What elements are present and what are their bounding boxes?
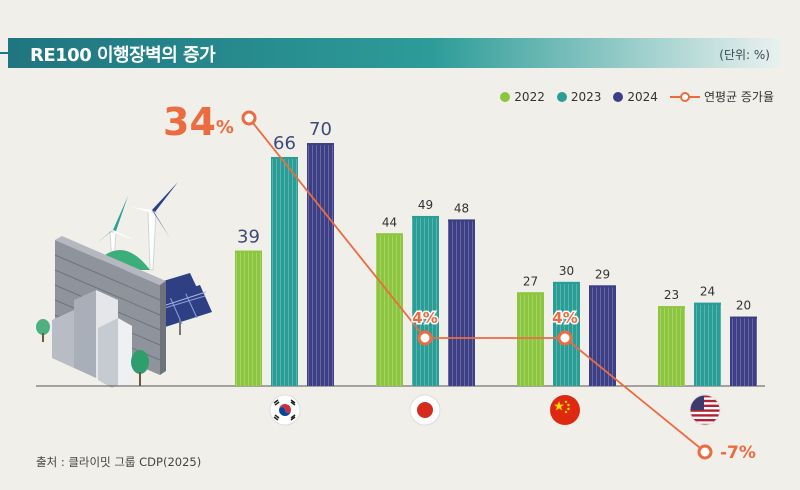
growth-line <box>248 117 706 453</box>
bar-cap <box>235 250 262 253</box>
growth-label: -7% <box>720 443 756 463</box>
bar-cap <box>589 285 616 288</box>
legend-item-2022: 2022 <box>500 90 545 104</box>
bar-2022-china <box>517 292 544 386</box>
legend-dot-2023 <box>556 91 567 102</box>
value-label: 48 <box>454 201 469 215</box>
legend-label-2022: 2022 <box>514 89 545 104</box>
growth-label: 34% <box>163 100 234 144</box>
source-note: 출처 : 클라이밋 그룹 CDP(2025) <box>36 455 202 469</box>
value-label: 20 <box>736 299 751 313</box>
value-label: 27 <box>523 274 538 288</box>
header-accent-line <box>0 52 10 54</box>
growth-point <box>557 330 573 346</box>
bar-2023-usa <box>694 302 721 386</box>
growth-line-group: 34% 4% 4% -7% <box>163 100 756 463</box>
bar-cap <box>730 316 757 319</box>
bar-cap <box>658 306 685 309</box>
wind-turbine-icon <box>96 182 178 271</box>
bar-cap <box>694 302 721 305</box>
legend-line-icon <box>669 91 700 102</box>
bar-cap <box>553 281 580 284</box>
value-label: 44 <box>382 215 397 229</box>
legend-label-2024: 2024 <box>627 89 658 104</box>
growth-label: 4% <box>552 309 577 327</box>
bar-cap <box>307 143 334 146</box>
japan-flag-icon <box>409 394 441 426</box>
legend-item-2024: 2024 <box>613 90 658 104</box>
bar-2024-japan <box>448 219 475 386</box>
value-label: 49 <box>418 198 433 212</box>
bar-2022-korea <box>235 250 262 386</box>
building-icon <box>52 290 132 388</box>
legend-dot-2022 <box>500 91 511 102</box>
value-label: 30 <box>559 264 574 278</box>
tree-icon <box>36 319 149 386</box>
bar-2024-korea <box>307 143 334 386</box>
growth-label: 4% <box>412 309 437 327</box>
bar-2023-korea <box>271 156 298 386</box>
legend-item-2023: 2023 <box>556 89 602 104</box>
bar-2023-japan <box>412 215 439 386</box>
china-flag-icon <box>550 395 580 425</box>
bar-cap <box>412 215 439 218</box>
growth-point <box>241 110 257 126</box>
value-label: 29 <box>595 267 610 281</box>
value-label: 39 <box>237 227 260 248</box>
value-label: 24 <box>700 285 715 299</box>
value-label: 23 <box>664 288 679 302</box>
bar-2024-usa <box>730 316 757 386</box>
unit-label: (단위: %) <box>719 48 770 62</box>
value-label: 66 <box>273 133 296 154</box>
bar-cap <box>448 219 475 222</box>
illustration <box>36 182 212 388</box>
chart-title: RE100 이행장벽의 증가 <box>30 45 216 66</box>
legend-label-2023: 2023 <box>570 89 602 104</box>
growth-point <box>697 444 713 460</box>
bar-cap <box>517 292 544 295</box>
legend-label-growth: 연평균 증가율 <box>703 90 774 104</box>
bar-2022-japan <box>376 233 403 386</box>
legend: 2022 2023 2024 연평균 증가율 <box>488 88 774 105</box>
usa-flag-icon <box>689 394 721 426</box>
growth-point <box>417 330 433 346</box>
legend-item-growth: 연평균 증가율 <box>669 88 774 105</box>
bars-group: 39 66 70 44 49 48 27 30 29 23 24 20 <box>235 119 757 386</box>
legend-dot-2024 <box>613 91 624 102</box>
value-label: 70 <box>309 119 332 140</box>
bar-2022-usa <box>658 306 685 386</box>
bar-cap <box>376 233 403 236</box>
bar-cap <box>271 156 298 159</box>
korea-flag-icon <box>269 394 301 426</box>
header-bar <box>8 38 780 68</box>
bar-2024-china <box>589 285 616 386</box>
